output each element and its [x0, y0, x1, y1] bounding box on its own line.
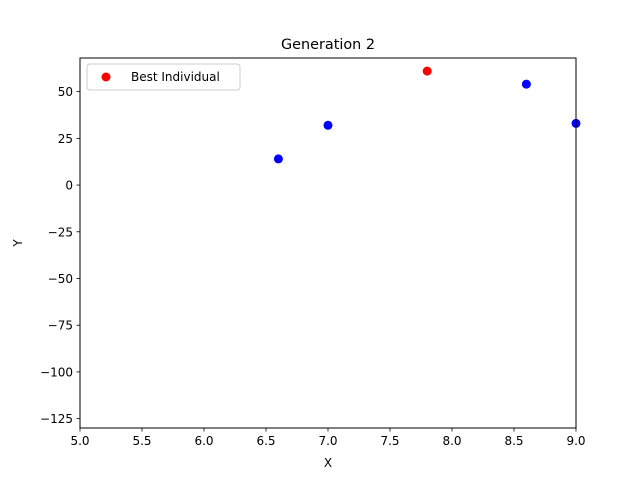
- y-tick-label: −25: [48, 225, 73, 239]
- x-tick-label: 7.0: [318, 434, 337, 448]
- x-axis: 5.0 5.5 6.0 6.5 7.0 7.5 8.0 8.5 9.0: [70, 428, 586, 448]
- x-tick-label: 5.0: [70, 434, 89, 448]
- x-tick-label: 8.0: [442, 434, 461, 448]
- y-tick-label: 0: [65, 179, 73, 193]
- plot-frame: [79, 57, 577, 429]
- y-axis-label: Y: [11, 239, 25, 248]
- best-individual-point: [422, 66, 432, 76]
- data-point: [273, 154, 283, 164]
- legend: Best Individual: [86, 63, 241, 91]
- x-tick-label: 6.0: [194, 434, 213, 448]
- x-axis-label: X: [324, 456, 332, 470]
- y-tick-label: −100: [40, 365, 73, 379]
- y-tick-label: 50: [58, 85, 73, 99]
- y-tick-label: 25: [58, 132, 73, 146]
- x-tick-label: 7.5: [380, 434, 399, 448]
- legend-box: [86, 63, 241, 91]
- x-tick-label: 8.5: [504, 434, 523, 448]
- chart-title: Generation 2: [281, 37, 375, 53]
- data-point: [521, 79, 531, 89]
- y-tick-label: −125: [40, 412, 73, 426]
- data-point: [323, 120, 333, 130]
- plot-area: [273, 66, 581, 164]
- y-tick-label: −50: [48, 272, 73, 286]
- legend-label: Best Individual: [131, 70, 220, 84]
- legend-marker: [101, 72, 111, 82]
- x-tick-label: 9.0: [566, 434, 585, 448]
- x-tick-label: 6.5: [256, 434, 275, 448]
- x-tick-label: 5.5: [132, 434, 151, 448]
- y-tick-label: −75: [48, 319, 73, 333]
- y-axis: 50 25 0 −25 −50 −75 −100 −125: [40, 85, 80, 426]
